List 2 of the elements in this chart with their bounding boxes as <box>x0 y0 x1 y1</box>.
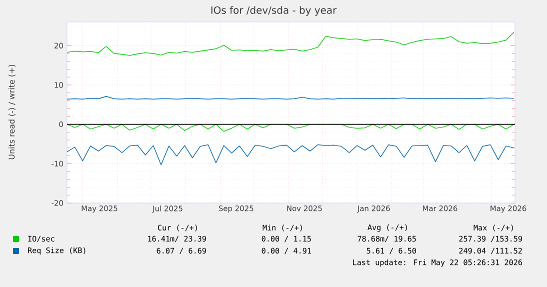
line-series <box>66 144 514 166</box>
chart-title: IOs for /dev/sda - by year <box>211 6 337 16</box>
